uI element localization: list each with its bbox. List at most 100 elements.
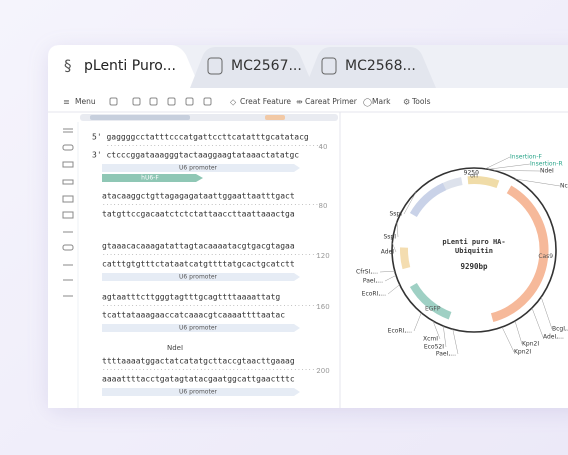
site-label: XcmI bbox=[423, 336, 438, 343]
site-label: Kpn2I bbox=[522, 341, 539, 348]
site-label: NdeI bbox=[540, 168, 554, 175]
site-label: Kpn2I bbox=[514, 349, 531, 356]
site-leader bbox=[514, 320, 523, 345]
overview-part bbox=[90, 115, 190, 120]
overview-part bbox=[265, 115, 285, 120]
map-tick: 9250 bbox=[464, 170, 479, 177]
active-tab[interactable] bbox=[48, 45, 200, 88]
feature-bar bbox=[102, 164, 294, 172]
toolbar-item[interactable]: Creat Feature bbox=[240, 97, 291, 106]
primer-label: hU6-F bbox=[141, 175, 159, 182]
feature-arrow bbox=[294, 164, 300, 172]
tab-label[interactable]: MC2567... bbox=[231, 58, 302, 74]
map-name: Ubiquitin bbox=[455, 247, 493, 255]
site-label: Nco bbox=[560, 183, 568, 190]
site-label: EcoRI,... bbox=[388, 328, 412, 335]
position: 40 bbox=[319, 143, 328, 151]
site-leader bbox=[514, 178, 561, 187]
site-leader bbox=[413, 312, 422, 332]
tab-label[interactable]: MC2568... bbox=[345, 58, 416, 74]
dots: ········································… bbox=[102, 367, 319, 374]
position: 160 bbox=[316, 303, 329, 311]
top-strand: atacaaggctgttagagagataattggaattaatttgact bbox=[102, 192, 295, 201]
toolbar-icon[interactable] bbox=[185, 97, 194, 106]
tab[interactable] bbox=[305, 47, 436, 88]
top-strand: 5' gaggggcctatttcccatgattccttcatatttgcat… bbox=[92, 133, 309, 142]
dots: ········································… bbox=[102, 202, 319, 209]
site-label: SspI bbox=[383, 234, 396, 241]
toolbar-icon[interactable] bbox=[109, 97, 118, 106]
toolbar-item[interactable]: Tools bbox=[411, 97, 431, 106]
tab-icon bbox=[207, 57, 223, 75]
bottom-strand: tatgttccgacaatctctctattaaccttaattaaactga bbox=[102, 210, 295, 219]
dots: ········································… bbox=[102, 252, 319, 259]
toolbar-icon[interactable] bbox=[167, 97, 176, 106]
site-label: PaeI,... bbox=[436, 351, 456, 358]
tab-icon: § bbox=[64, 57, 72, 75]
site-leader bbox=[501, 326, 515, 353]
feature-label: U6 promoter bbox=[179, 165, 217, 172]
site-leader bbox=[540, 296, 553, 330]
toolbar-item[interactable]: Mark bbox=[372, 97, 391, 106]
site-leader bbox=[531, 307, 544, 338]
feature-label: U6 promoter bbox=[179, 274, 217, 281]
site-label: EcoRI,... bbox=[362, 291, 386, 298]
feature-label: U6 promoter bbox=[179, 325, 217, 332]
site-leader bbox=[432, 320, 441, 340]
tab[interactable] bbox=[190, 47, 314, 88]
site-leader bbox=[452, 329, 459, 355]
site-leader bbox=[387, 284, 400, 295]
site-leader bbox=[443, 325, 447, 348]
feature-arc bbox=[409, 282, 452, 320]
site-label: AdeI bbox=[381, 249, 394, 256]
tab-icon bbox=[321, 57, 337, 75]
toolbar-icon: ≡ bbox=[63, 98, 70, 107]
tab-label[interactable]: pLenti Puro... bbox=[84, 58, 176, 74]
feature-arrow bbox=[294, 324, 300, 332]
feature-label: U6 promoter bbox=[179, 389, 217, 396]
bottom-strand: tcattataaagaaccatcaaacgtcaaaattttaatac bbox=[102, 311, 285, 320]
feature-label: Cas9 bbox=[538, 253, 553, 260]
site-label: CfrSI,... bbox=[356, 269, 378, 276]
site-label: Eco52I bbox=[424, 344, 444, 351]
top-strand: agtaatttcttgggtagtttgcagttttaaaattatg bbox=[102, 293, 280, 302]
gutter-icons bbox=[62, 128, 74, 297]
map-name: pLenti puro HA- bbox=[442, 238, 505, 246]
site-label: SspI bbox=[389, 211, 402, 218]
feature-label: EGFP bbox=[425, 305, 441, 312]
map-size: 9290bp bbox=[460, 262, 488, 271]
site-label: Insertion-R bbox=[530, 161, 563, 168]
toolbar-icon: ⚙ bbox=[403, 98, 410, 107]
site-leader bbox=[392, 242, 397, 253]
top-strand: ttttaaaatggactatcatatgcttaccgtaacttgaaag bbox=[102, 357, 295, 366]
toolbar-item[interactable]: Careat Primer bbox=[305, 97, 358, 106]
position: 120 bbox=[316, 252, 329, 260]
position: 200 bbox=[316, 367, 329, 375]
site-leader bbox=[485, 156, 511, 170]
feature-arc bbox=[400, 247, 411, 270]
dots: ········································… bbox=[102, 303, 319, 310]
feature-bar bbox=[102, 324, 294, 332]
bottom-strand: aaaattttacctgatagtatacgaatggcattgaactttc bbox=[102, 375, 295, 384]
toolbar-icon[interactable] bbox=[149, 97, 158, 106]
feature-arc bbox=[409, 182, 447, 218]
site-leader bbox=[379, 270, 395, 273]
toolbar-icon: ⇻ bbox=[296, 98, 303, 107]
toolbar-icon: ◇ bbox=[230, 98, 237, 107]
toolbar-icon[interactable] bbox=[132, 97, 141, 106]
enzyme-label: NdeI bbox=[167, 344, 183, 352]
feature-bar bbox=[102, 388, 294, 396]
site-leader bbox=[403, 191, 417, 215]
toolbar-icon: ◯ bbox=[363, 98, 372, 107]
site-label: PaeI,... bbox=[363, 278, 383, 285]
bottom-strand: 3' ctcccggataaagggtactaaggaagtataaactata… bbox=[92, 151, 299, 160]
toolbar-item[interactable]: Menu bbox=[75, 97, 96, 106]
site-label: AdeI,... bbox=[543, 334, 564, 341]
feature-label: ori bbox=[470, 173, 478, 180]
feature-bar bbox=[102, 273, 294, 281]
backbone bbox=[391, 167, 557, 333]
feature-arc bbox=[490, 185, 549, 322]
toolbar-icon[interactable] bbox=[203, 97, 212, 106]
